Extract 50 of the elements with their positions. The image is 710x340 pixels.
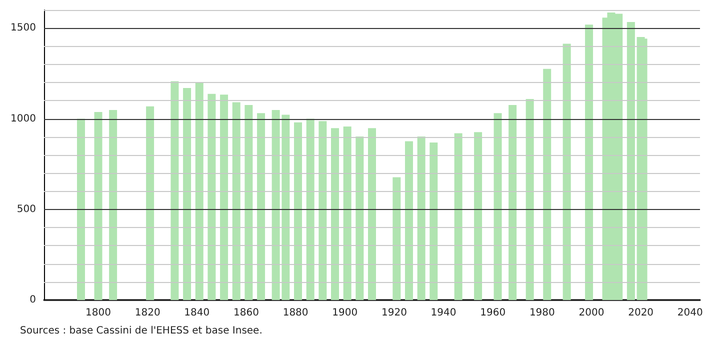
x-tick-label: 1960 (480, 308, 506, 318)
bar (368, 128, 376, 300)
bar (331, 128, 340, 300)
x-tick-label: 2020 (628, 308, 654, 318)
bar (244, 104, 253, 300)
bar (343, 126, 352, 300)
x-tick-label: 2040 (677, 308, 703, 318)
bar (494, 113, 502, 300)
x-tick-label: 1920 (381, 308, 407, 318)
y-tick-label: 0 (30, 294, 36, 306)
x-tick-label: 1880 (282, 308, 308, 318)
bar (220, 94, 228, 300)
bar (508, 104, 517, 300)
x-tick-label: 1860 (234, 308, 259, 318)
bar (232, 102, 240, 300)
bar (294, 122, 302, 300)
source-note: Sources : base Cassini de l'EHESS et base Insee. (20, 326, 262, 336)
bar (195, 82, 204, 300)
x-tick-label: 1980 (529, 308, 555, 318)
bar (94, 112, 102, 300)
x-tick-label: 1840 (184, 308, 210, 318)
bar (585, 24, 594, 300)
bar (430, 142, 438, 300)
y-tick-label: 1500 (10, 22, 36, 34)
bar (318, 121, 327, 300)
bar (257, 113, 266, 300)
bar (562, 44, 571, 300)
bar (306, 118, 314, 300)
x-tick-label: 2000 (578, 308, 604, 318)
x-tick-label: 1900 (332, 308, 358, 318)
bar (183, 88, 192, 300)
bar (404, 141, 413, 300)
y-tick-label: 1000 (10, 113, 36, 124)
x-tick-label: 1800 (86, 308, 111, 318)
bar (454, 133, 462, 300)
bar (474, 132, 482, 300)
bar (356, 136, 364, 300)
bar (76, 118, 85, 300)
x-tick-label: 1820 (134, 308, 160, 318)
bar (146, 106, 154, 300)
bar (208, 94, 216, 300)
bar (392, 177, 401, 300)
bar (526, 98, 534, 300)
bar (543, 68, 552, 300)
bar (109, 110, 118, 300)
y-tick-label: 500 (16, 204, 36, 215)
bar (626, 22, 635, 300)
bar (417, 136, 426, 300)
bar (170, 81, 179, 300)
x-tick-label: 1940 (430, 308, 456, 318)
